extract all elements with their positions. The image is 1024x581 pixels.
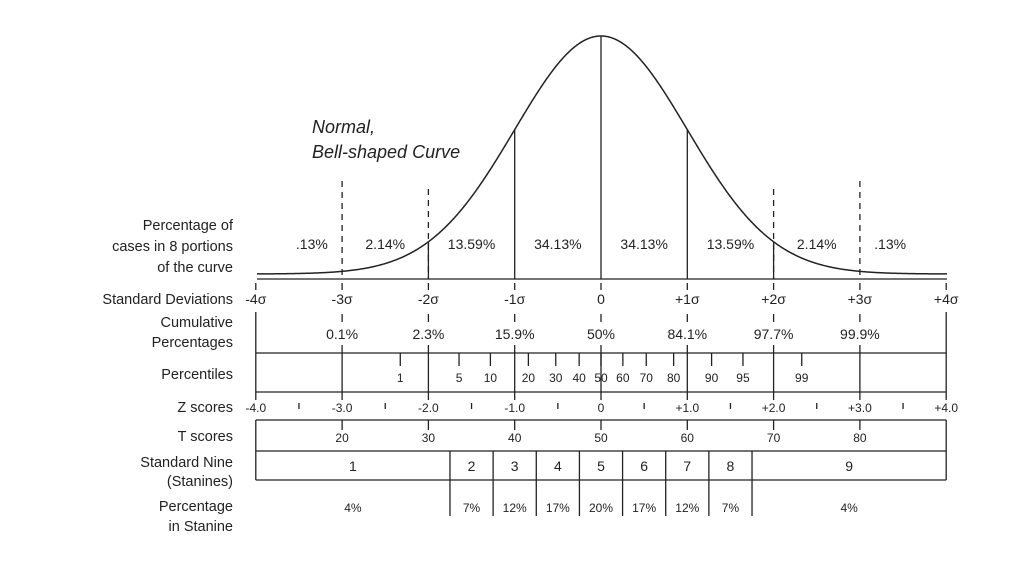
sd-label: -4σ — [245, 291, 266, 307]
label-stanine-line2: (Stanines) — [167, 474, 233, 490]
stanine-label: 1 — [349, 458, 357, 474]
t-score-label: 40 — [508, 431, 522, 445]
t-score-label: 60 — [681, 431, 695, 445]
curve-title-line1: Normal, — [312, 117, 375, 137]
z-score-label: +4.0 — [934, 401, 958, 415]
percentile-label: 70 — [640, 371, 654, 385]
structural-lines — [255, 35, 947, 516]
stanine-label: 7 — [683, 458, 691, 474]
t-score-label: 50 — [594, 431, 608, 445]
label-cumulative-line2: Percentages — [152, 335, 233, 351]
sd-label: -3σ — [332, 291, 353, 307]
cumulative-label: 97.7% — [754, 326, 794, 342]
t-score-label: 20 — [335, 431, 349, 445]
z-score-label: -1.0 — [504, 401, 525, 415]
bell-curve — [256, 35, 947, 275]
label-portions-line1: Percentage of — [143, 218, 234, 234]
portion-percentage: .13% — [296, 236, 328, 252]
stanine-label: 2 — [468, 458, 476, 474]
label-stanine-pct-line2: in Stanine — [169, 519, 234, 535]
label-percentiles: Percentiles — [161, 367, 233, 383]
label-t-scores: T scores — [178, 429, 233, 445]
stanine-percentage: 17% — [632, 501, 656, 515]
percentile-label: 40 — [572, 371, 586, 385]
percentile-label: 60 — [616, 371, 630, 385]
cumulative-label: 0.1% — [326, 326, 358, 342]
sd-label: +3σ — [848, 291, 873, 307]
stanine-percentage: 7% — [463, 501, 481, 515]
sd-label: +4σ — [934, 291, 959, 307]
stanine-label: 9 — [845, 458, 853, 474]
sd-label: +2σ — [761, 291, 786, 307]
z-score-label: +2.0 — [762, 401, 786, 415]
portion-percentage: 34.13% — [534, 236, 581, 252]
stanine-label: 4 — [554, 458, 562, 474]
percentile-label: 10 — [484, 371, 498, 385]
label-stanine-pct-line1: Percentage — [159, 499, 233, 515]
sd-label: +1σ — [675, 291, 700, 307]
sd-label: -2σ — [418, 291, 439, 307]
label-portions-line2: cases in 8 portions — [112, 239, 233, 255]
stanine-percentage: 4% — [344, 501, 362, 515]
cumulative-label: 84.1% — [667, 326, 707, 342]
cumulative-label: 2.3% — [412, 326, 444, 342]
label-portions-line3: of the curve — [157, 260, 233, 276]
percentile-label: 99 — [795, 371, 809, 385]
stanine-percentage: 12% — [503, 501, 527, 515]
curve-title-line2: Bell-shaped Curve — [312, 142, 460, 162]
z-score-label: +1.0 — [675, 401, 699, 415]
portion-percentage: 34.13% — [620, 236, 667, 252]
stanine-percentage: 20% — [589, 501, 613, 515]
percentile-label: 50 — [594, 371, 608, 385]
t-score-label: 80 — [853, 431, 867, 445]
stanine-label: 8 — [727, 458, 735, 474]
stanine-label: 3 — [511, 458, 519, 474]
t-score-label: 30 — [422, 431, 436, 445]
sd-label: -1σ — [504, 291, 525, 307]
stanine-percentage: 17% — [546, 501, 570, 515]
percentile-label: 80 — [667, 371, 681, 385]
stanine-percentage: 12% — [675, 501, 699, 515]
scale-labels: .13% 2.14% 13.59% 34.13% 34.13% 13.59% 2.14% .1… — [245, 236, 959, 515]
label-z-scores: Z scores — [177, 400, 233, 416]
cumulative-label: 99.9% — [840, 326, 880, 342]
z-score-label: +3.0 — [848, 401, 872, 415]
stanine-label: 6 — [640, 458, 648, 474]
percentile-label: 90 — [705, 371, 719, 385]
stanine-label: 5 — [597, 458, 605, 474]
label-cumulative-line1: Cumulative — [160, 315, 233, 331]
portion-percentage: .13% — [874, 236, 906, 252]
portion-percentage: 2.14% — [365, 236, 405, 252]
percentile-label: 30 — [549, 371, 563, 385]
z-score-label: 0 — [598, 401, 605, 415]
z-score-label: -2.0 — [418, 401, 439, 415]
portion-percentage: 13.59% — [448, 236, 495, 252]
percentile-label: 1 — [397, 371, 404, 385]
sd-label: 0 — [597, 291, 605, 307]
cumulative-label: 15.9% — [495, 326, 535, 342]
label-standard-deviations: Standard Deviations — [102, 292, 233, 308]
z-score-label: -4.0 — [245, 401, 266, 415]
portion-percentage: 13.59% — [707, 236, 754, 252]
cumulative-label: 50% — [587, 326, 615, 342]
percentile-label: 20 — [522, 371, 536, 385]
z-score-label: -3.0 — [332, 401, 353, 415]
percentile-label: 5 — [456, 371, 463, 385]
portion-percentage: 2.14% — [797, 236, 837, 252]
label-stanine-line1: Standard Nine — [140, 455, 233, 471]
stanine-percentage: 7% — [722, 501, 740, 515]
t-score-label: 70 — [767, 431, 781, 445]
stanine-percentage: 4% — [840, 501, 858, 515]
percentile-label: 95 — [736, 371, 750, 385]
